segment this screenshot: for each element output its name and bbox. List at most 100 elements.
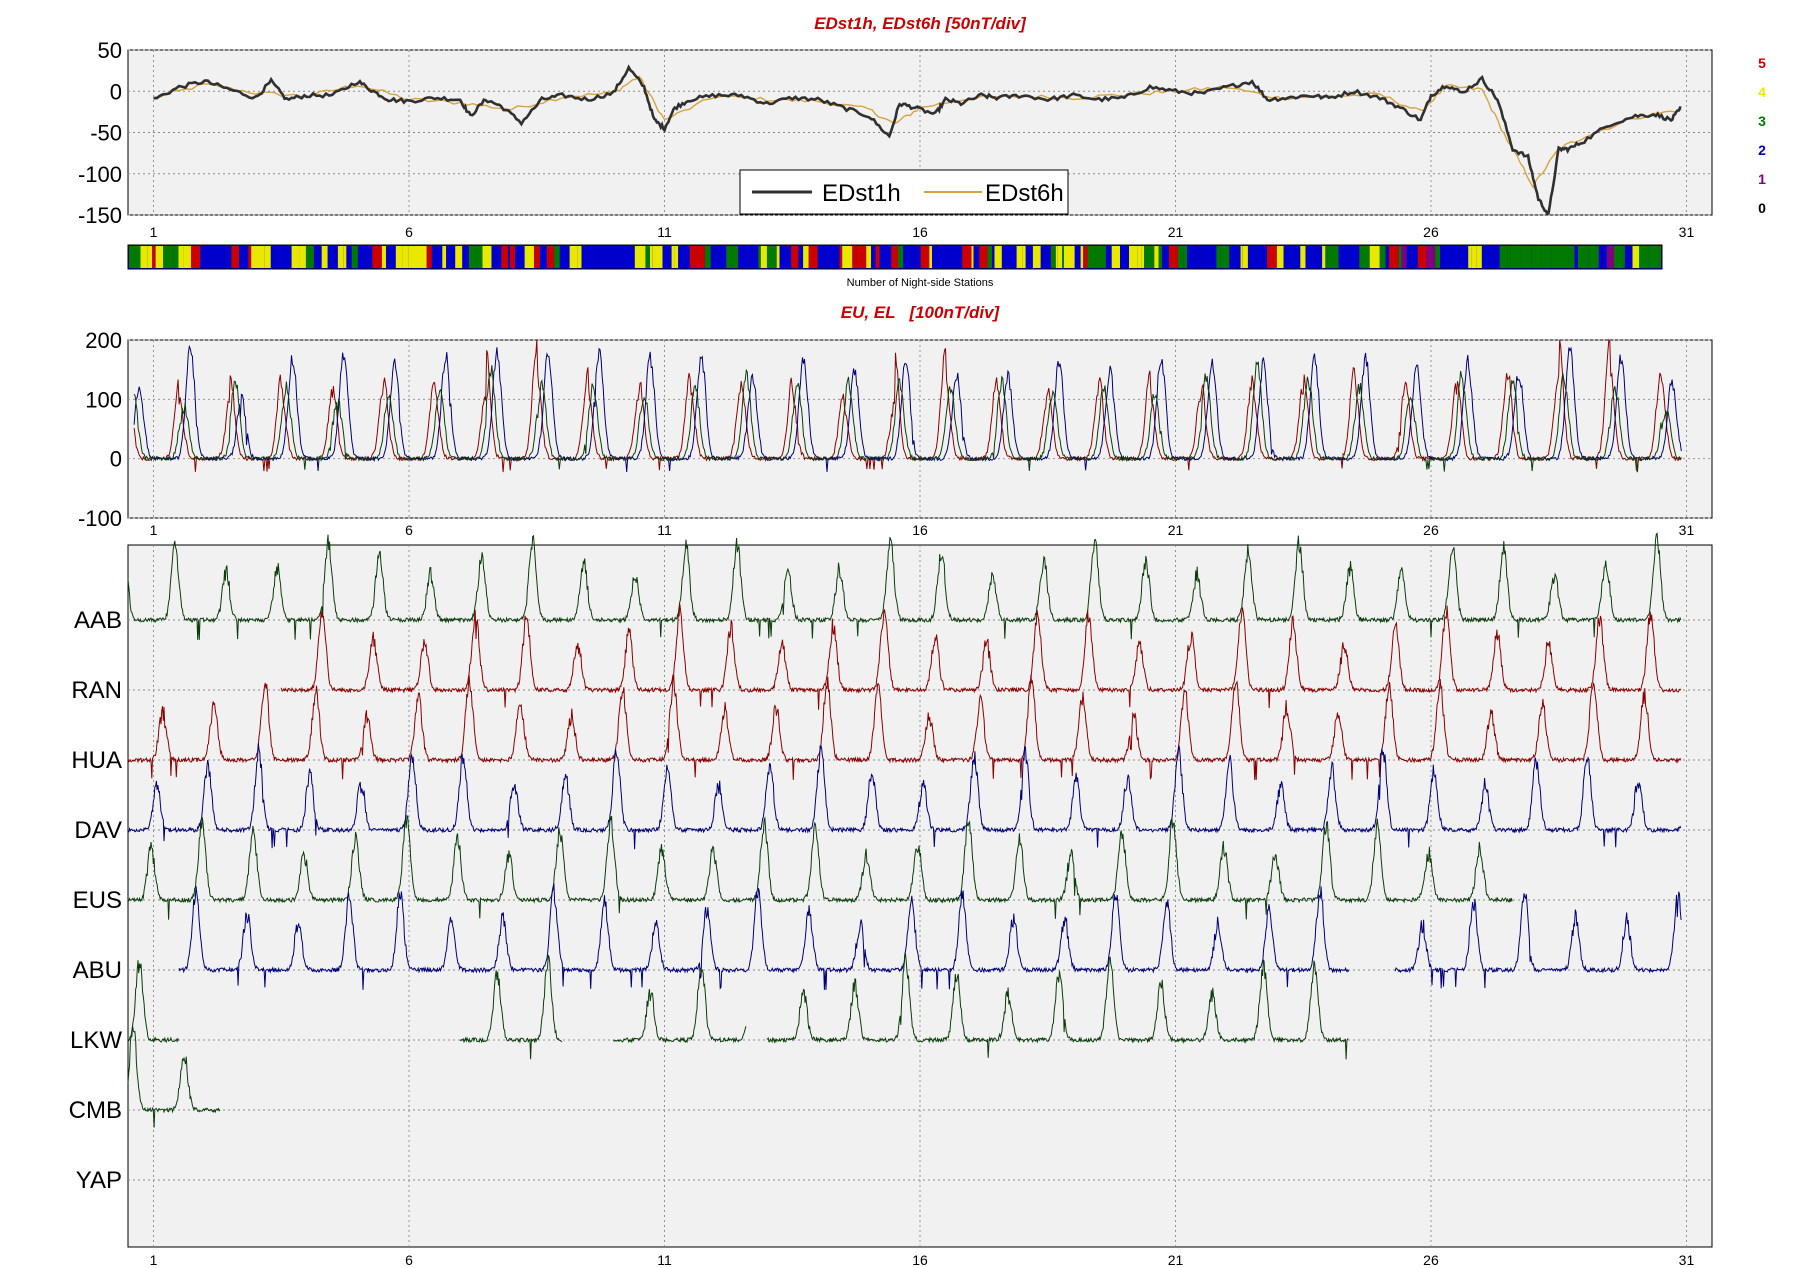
bar-segment xyxy=(147,246,153,268)
bar-segment xyxy=(738,246,742,268)
bar-segment xyxy=(446,246,456,268)
bar-segment xyxy=(1283,246,1290,268)
x-tick-label: 26 xyxy=(1423,1252,1439,1268)
bar-segment xyxy=(577,246,582,268)
x-tick-label: 21 xyxy=(1168,224,1184,240)
bar-segment xyxy=(719,246,727,268)
bar-segment xyxy=(1649,246,1659,268)
bar-segment xyxy=(732,246,739,268)
bar-segment xyxy=(321,246,328,268)
bar-segment xyxy=(903,246,910,268)
panel2-title: EU, EL [100nT/div] xyxy=(841,303,1001,322)
x-tick-label: 21 xyxy=(1168,1252,1184,1268)
bar-segment xyxy=(200,246,205,268)
legend-label-edst6h: EDst6h xyxy=(985,180,1064,207)
bar-segment xyxy=(671,246,675,268)
bar-segment xyxy=(682,246,690,268)
bar-segment xyxy=(1169,246,1178,268)
bar-segment xyxy=(183,246,192,268)
bar-segment xyxy=(1348,246,1357,268)
bar-segment xyxy=(1064,246,1075,268)
bar-segment xyxy=(1198,246,1206,268)
bar-segment xyxy=(559,246,570,268)
bar-segment xyxy=(1258,246,1265,268)
bar-segment xyxy=(760,246,767,268)
bar-segment xyxy=(402,246,409,268)
bar-segment xyxy=(1022,246,1026,268)
bar-segment xyxy=(1205,246,1208,268)
bar-segment xyxy=(1614,246,1623,268)
bar-segment xyxy=(1510,246,1522,268)
bar-segment xyxy=(1496,246,1500,268)
bar-segment xyxy=(1450,246,1458,268)
bar-segment xyxy=(178,246,184,268)
bar-segment xyxy=(386,246,396,268)
night-station-level-legend: 5 4 3 2 1 0 xyxy=(1758,55,1766,216)
y-tick-label: 0 xyxy=(110,79,122,104)
bar-segment xyxy=(273,246,284,268)
bar-segment xyxy=(554,246,560,268)
bar-segment xyxy=(337,246,344,268)
bar-segment xyxy=(954,246,963,268)
bar-segment xyxy=(346,246,352,268)
station-trace-lkw xyxy=(127,960,180,1044)
bar-segment xyxy=(1289,246,1297,268)
x-tick-label: 11 xyxy=(657,224,672,240)
bar-segment xyxy=(524,246,534,268)
bar-segment xyxy=(259,246,265,268)
bar-segment xyxy=(508,246,510,268)
bar-segment xyxy=(971,246,974,268)
bar-segment xyxy=(1389,246,1399,268)
bar-segment xyxy=(808,246,818,268)
bar-segment xyxy=(1457,246,1464,268)
bar-segment xyxy=(749,246,759,268)
bar-segment xyxy=(351,246,358,268)
panel2-y-ticks: 200 100 0 -100 xyxy=(78,328,122,531)
bar-segment xyxy=(766,246,777,268)
bar-segment xyxy=(1598,246,1607,268)
bar-segment xyxy=(1137,246,1142,268)
bar-segment xyxy=(145,246,148,268)
bar-segment xyxy=(1177,246,1184,268)
bar-segment xyxy=(613,246,620,268)
panel2-x-ticks: 1 6 11 16 21 26 31 xyxy=(150,522,1695,538)
station-trace-ran xyxy=(280,604,1682,710)
panel3-x-ticks: 1 6 11 16 21 26 31 xyxy=(150,1252,1695,1268)
bar-segment xyxy=(1440,246,1451,268)
bar-segment xyxy=(1406,246,1418,268)
y-tick-label: -100 xyxy=(78,162,122,187)
bar-segment xyxy=(1359,246,1370,268)
bar-segment xyxy=(1398,246,1402,268)
station-trace-hua xyxy=(127,674,1682,780)
bar-segment xyxy=(569,246,578,268)
bar-segment xyxy=(704,246,711,268)
bar-segment xyxy=(726,246,733,268)
bar-segment xyxy=(932,246,935,268)
bar-segment xyxy=(875,246,880,268)
panel3-station-labels: AAB RAN HUA DAV EUS ABU LKW CMB YAP xyxy=(69,607,123,1194)
bar-segment xyxy=(852,246,857,268)
bar-segment xyxy=(1087,246,1096,268)
bar-segment xyxy=(1639,246,1650,268)
bar-segment xyxy=(540,246,547,268)
legend: EDst1h EDst6h xyxy=(739,169,1069,215)
bar-segment xyxy=(1541,246,1552,268)
bar-segment xyxy=(626,246,632,268)
bar-segment xyxy=(1622,246,1625,268)
bar-segment xyxy=(1242,246,1248,268)
station-label-hua: HUA xyxy=(71,747,122,774)
bar-segment xyxy=(898,246,904,268)
bar-segment xyxy=(1401,246,1407,268)
bar-segment xyxy=(248,246,252,268)
station-label-yap: YAP xyxy=(76,1167,122,1194)
bar-segment xyxy=(1357,246,1360,268)
bar-segment xyxy=(501,246,508,268)
bar-segment xyxy=(1521,246,1532,268)
bar-segment xyxy=(856,246,867,268)
bar-segment xyxy=(1095,246,1106,268)
level-0-label: 0 xyxy=(1758,200,1766,216)
x-tick-label: 1 xyxy=(150,224,158,240)
y-tick-label: 200 xyxy=(85,328,122,353)
station-label-aab: AAB xyxy=(74,607,122,634)
night-station-bar xyxy=(129,246,1661,268)
